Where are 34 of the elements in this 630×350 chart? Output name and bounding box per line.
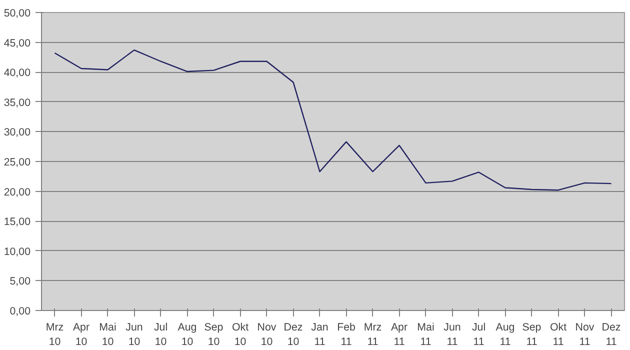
y-tick-label: 30,00 <box>4 126 31 139</box>
x-tick-label: Okt 11 <box>550 322 567 348</box>
x-tick-label: Jan 11 <box>311 322 328 348</box>
x-tick-label: Jun 10 <box>126 322 143 348</box>
x-tick-label: Mrz 10 <box>46 322 64 348</box>
x-tick-label: Feb 11 <box>337 322 356 348</box>
x-tick-label: Sep 11 <box>522 322 542 348</box>
y-tick-label: 5,00 <box>10 276 31 288</box>
x-tick-label: Apr 11 <box>390 322 408 348</box>
y-tick-label: 20,00 <box>4 186 31 198</box>
x-tick-label: Jul 10 <box>154 322 168 348</box>
y-tick-label: 25,00 <box>4 156 31 168</box>
y-tick-label: 10,00 <box>4 246 31 258</box>
y-tick-label: 40,00 <box>4 67 31 80</box>
y-tick-label: 45,00 <box>4 37 31 50</box>
x-tick-label: Nov 10 <box>257 322 277 348</box>
x-tick-label: Dez 10 <box>284 322 303 348</box>
y-tick-label: 35,00 <box>4 96 31 109</box>
x-tick-label: Sep 10 <box>204 322 224 348</box>
x-tick-label: Jul 11 <box>472 322 486 348</box>
x-tick-label: Aug 10 <box>178 322 197 348</box>
x-tick-label: Nov 11 <box>575 322 595 348</box>
x-tick-label: Mrz 11 <box>364 322 382 348</box>
x-tick-label: Mai 11 <box>417 322 434 348</box>
x-tick-label: Aug 11 <box>496 322 515 348</box>
x-tick-label: Dez 11 <box>602 322 621 348</box>
x-tick-label: Mai 10 <box>99 322 116 348</box>
line-series <box>54 49 612 191</box>
y-tick-label: 0,00 <box>10 306 31 318</box>
x-tick-label: Okt 10 <box>232 322 249 348</box>
y-tick-label: 50,00 <box>4 8 31 20</box>
y-tick-label: 15,00 <box>4 216 31 228</box>
x-tick-label: Apr 10 <box>72 322 90 348</box>
x-tick-label: Jun 11 <box>444 322 461 348</box>
